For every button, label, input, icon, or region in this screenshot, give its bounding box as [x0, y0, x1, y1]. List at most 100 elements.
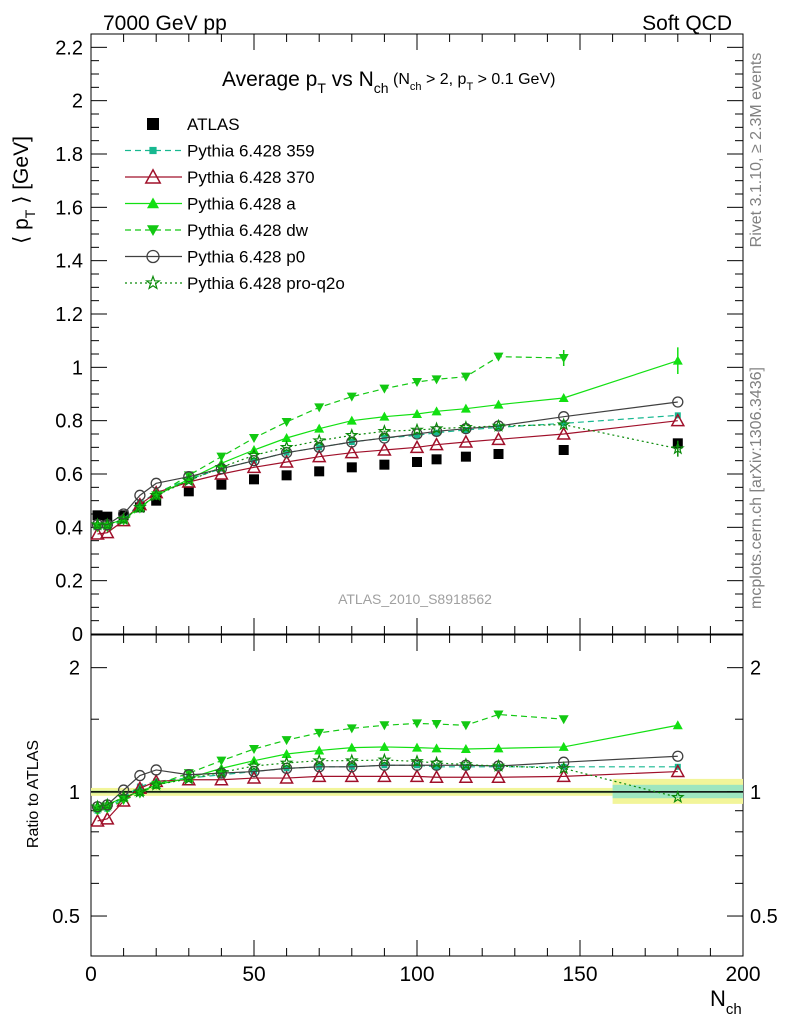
title-main: Average p — [222, 68, 317, 91]
point-pythia-6-428-a — [412, 409, 422, 418]
point-pythia-6-428-359 — [433, 429, 440, 436]
legend: ATLAS Pythia 6.428 359 Pythia 6.428 370 Pyt… — [125, 115, 345, 293]
ratio-point-pythia-6-428-a — [412, 742, 422, 752]
mcplots-label: mcplots.cern.ch [arXiv:1306.3436] — [748, 367, 765, 609]
title-cuts-1: (N — [389, 71, 410, 88]
legend-label-pythia-6-428-dw: Pythia 6.428 dw — [187, 221, 309, 240]
point-pythia-6-428-370 — [344, 445, 360, 459]
ratio-point-pythia-6-428-p0 — [672, 750, 684, 762]
ratio-y-axis-label: Ratio to ATLAS — [25, 740, 42, 848]
ratio-line-pythia-6-428-dw — [97, 713, 564, 812]
point-pythia-6-428-370 — [246, 459, 262, 474]
ratio-point-pythia-6-428-370 — [377, 768, 392, 783]
title-cuts-2: > 2, p — [422, 71, 467, 88]
ratio-point-pythia-6-428-p0 — [313, 761, 325, 773]
point-pythia-6-428-pro-q2o — [491, 418, 506, 432]
point-pythia-6-428-a — [346, 415, 357, 425]
ratio-point-pythia-6-428-370 — [429, 769, 444, 783]
point-pythia-6-428-pro-q2o — [377, 424, 392, 438]
ratio-point-pythia-6-428-p0 — [558, 756, 570, 768]
title-cuts-3: > 0.1 GeV) — [473, 71, 555, 88]
y-tick-label-main: 1 — [72, 357, 83, 379]
ratio-point-pythia-6-428-dw — [431, 720, 442, 730]
ratio-point-pythia-6-428-370 — [409, 768, 425, 783]
legend-marker-pythia-6-428-p0 — [146, 249, 160, 264]
x-tick-label: 50 — [242, 963, 265, 986]
ratio-point-pythia-6-428-dw — [493, 710, 504, 720]
ratio-point-pythia-6-428-dw — [281, 736, 292, 746]
ratio-point-pythia-6-428-pro-q2o — [429, 755, 444, 769]
title-cuts-sub2: T — [466, 81, 473, 93]
energy-label: 7000 GeV pp — [103, 12, 227, 35]
point-pythia-6-428-a — [281, 433, 292, 442]
ratio-point-pythia-6-428-pro-q2o — [491, 758, 506, 772]
ratio-point-pythia-6-428-dw — [558, 715, 569, 725]
point-pythia-6-428-pro-q2o — [279, 440, 294, 454]
ratio-point-pythia-6-428-370 — [246, 770, 262, 784]
point-pythia-6-428-359 — [560, 420, 567, 427]
ratio-point-pythia-6-428-pro-q2o — [132, 784, 147, 798]
ratio-point-pythia-6-428-p0 — [183, 769, 195, 781]
y-tick-label-main: 0.6 — [55, 464, 83, 486]
ratio-point-pythia-6-428-dw — [412, 719, 422, 729]
point-pythia-6-428-dw — [460, 372, 471, 382]
y-tick-label-main: 1.4 — [55, 251, 83, 273]
point-atlas — [102, 511, 113, 522]
ratio-point-pythia-6-428-370 — [90, 813, 105, 827]
ratio-point-pythia-6-428-370 — [100, 811, 115, 825]
y-tick-label-ratio: 0.5 — [52, 906, 80, 928]
point-pythia-6-428-pro-q2o — [100, 517, 115, 531]
main-panel: 0 0.2 0.4 0.6 0.8 1 1.2 1.4 1.6 1.8 2 2.2 — [55, 33, 744, 646]
point-pythia-6-428-pro-q2o — [458, 420, 473, 434]
ratio-point-pythia-6-428-pro-q2o — [279, 755, 294, 769]
x-tick-label: 100 — [399, 963, 434, 986]
title-sub-t: T — [317, 80, 326, 96]
rivet-label: Rivet 3.1.10, ≥ 2.3M events — [748, 53, 765, 248]
point-atlas — [183, 486, 194, 497]
ratio-point-pythia-6-428-pro-q2o — [100, 797, 115, 811]
point-pythia-6-428-p0 — [117, 508, 130, 520]
ratio-point-pythia-6-428-p0 — [411, 759, 423, 771]
point-pythia-6-428-p0 — [430, 425, 443, 437]
point-atlas — [151, 495, 162, 506]
point-pythia-6-428-370 — [90, 526, 105, 540]
main-y-axis-label: ⟨ pT ⟩ [GeV] — [10, 136, 38, 244]
ratio-point-pythia-6-428-pro-q2o — [312, 753, 327, 767]
ratio-point-pythia-6-428-a — [672, 720, 683, 730]
x-tick-label: 200 — [725, 963, 760, 986]
point-pythia-6-428-359 — [414, 432, 420, 439]
ratio-point-pythia-6-428-dw — [216, 756, 227, 766]
ratio-point-pythia-6-428-370 — [214, 772, 229, 786]
point-pythia-6-428-dw — [412, 378, 422, 387]
legend-marker-pythia-6-428-370 — [144, 168, 162, 184]
point-atlas — [249, 474, 259, 485]
y-tick-label-main: 0 — [72, 624, 83, 646]
ratio-point-pythia-6-428-p0 — [378, 759, 391, 771]
point-pythia-6-428-pro-q2o — [429, 421, 444, 435]
ratio-point-pythia-6-428-370 — [311, 768, 327, 783]
point-pythia-6-428-pro-q2o — [116, 512, 131, 526]
point-atlas — [281, 470, 292, 481]
ratio-point-pythia-6-428-a — [314, 745, 325, 755]
point-pythia-6-428-370 — [491, 431, 506, 446]
point-atlas — [314, 466, 325, 477]
x-axis-label: Nch — [710, 986, 742, 1018]
point-pythia-6-428-370 — [100, 525, 115, 539]
legend-marker-atlas — [147, 118, 159, 130]
y-tick-label-main: 2 — [72, 91, 83, 113]
point-pythia-6-428-dw — [379, 384, 390, 394]
point-pythia-6-428-a — [314, 423, 325, 433]
point-pythia-6-428-370 — [556, 426, 571, 440]
point-pythia-6-428-dw — [431, 375, 442, 385]
ratio-point-pythia-6-428-370 — [344, 768, 360, 783]
ratio-point-pythia-6-428-a — [460, 744, 471, 754]
y-label-main: ⟨ p — [10, 218, 33, 244]
y-tick-label-main: 0.4 — [55, 517, 83, 539]
ratio-point-pythia-6-428-pro-q2o — [247, 758, 261, 772]
point-atlas — [379, 459, 390, 470]
ratio-point-pythia-6-428-p0 — [150, 764, 162, 776]
point-atlas — [460, 451, 471, 462]
legend-marker-pythia-6-428-pro-q2o — [145, 274, 161, 290]
point-atlas — [412, 457, 422, 467]
